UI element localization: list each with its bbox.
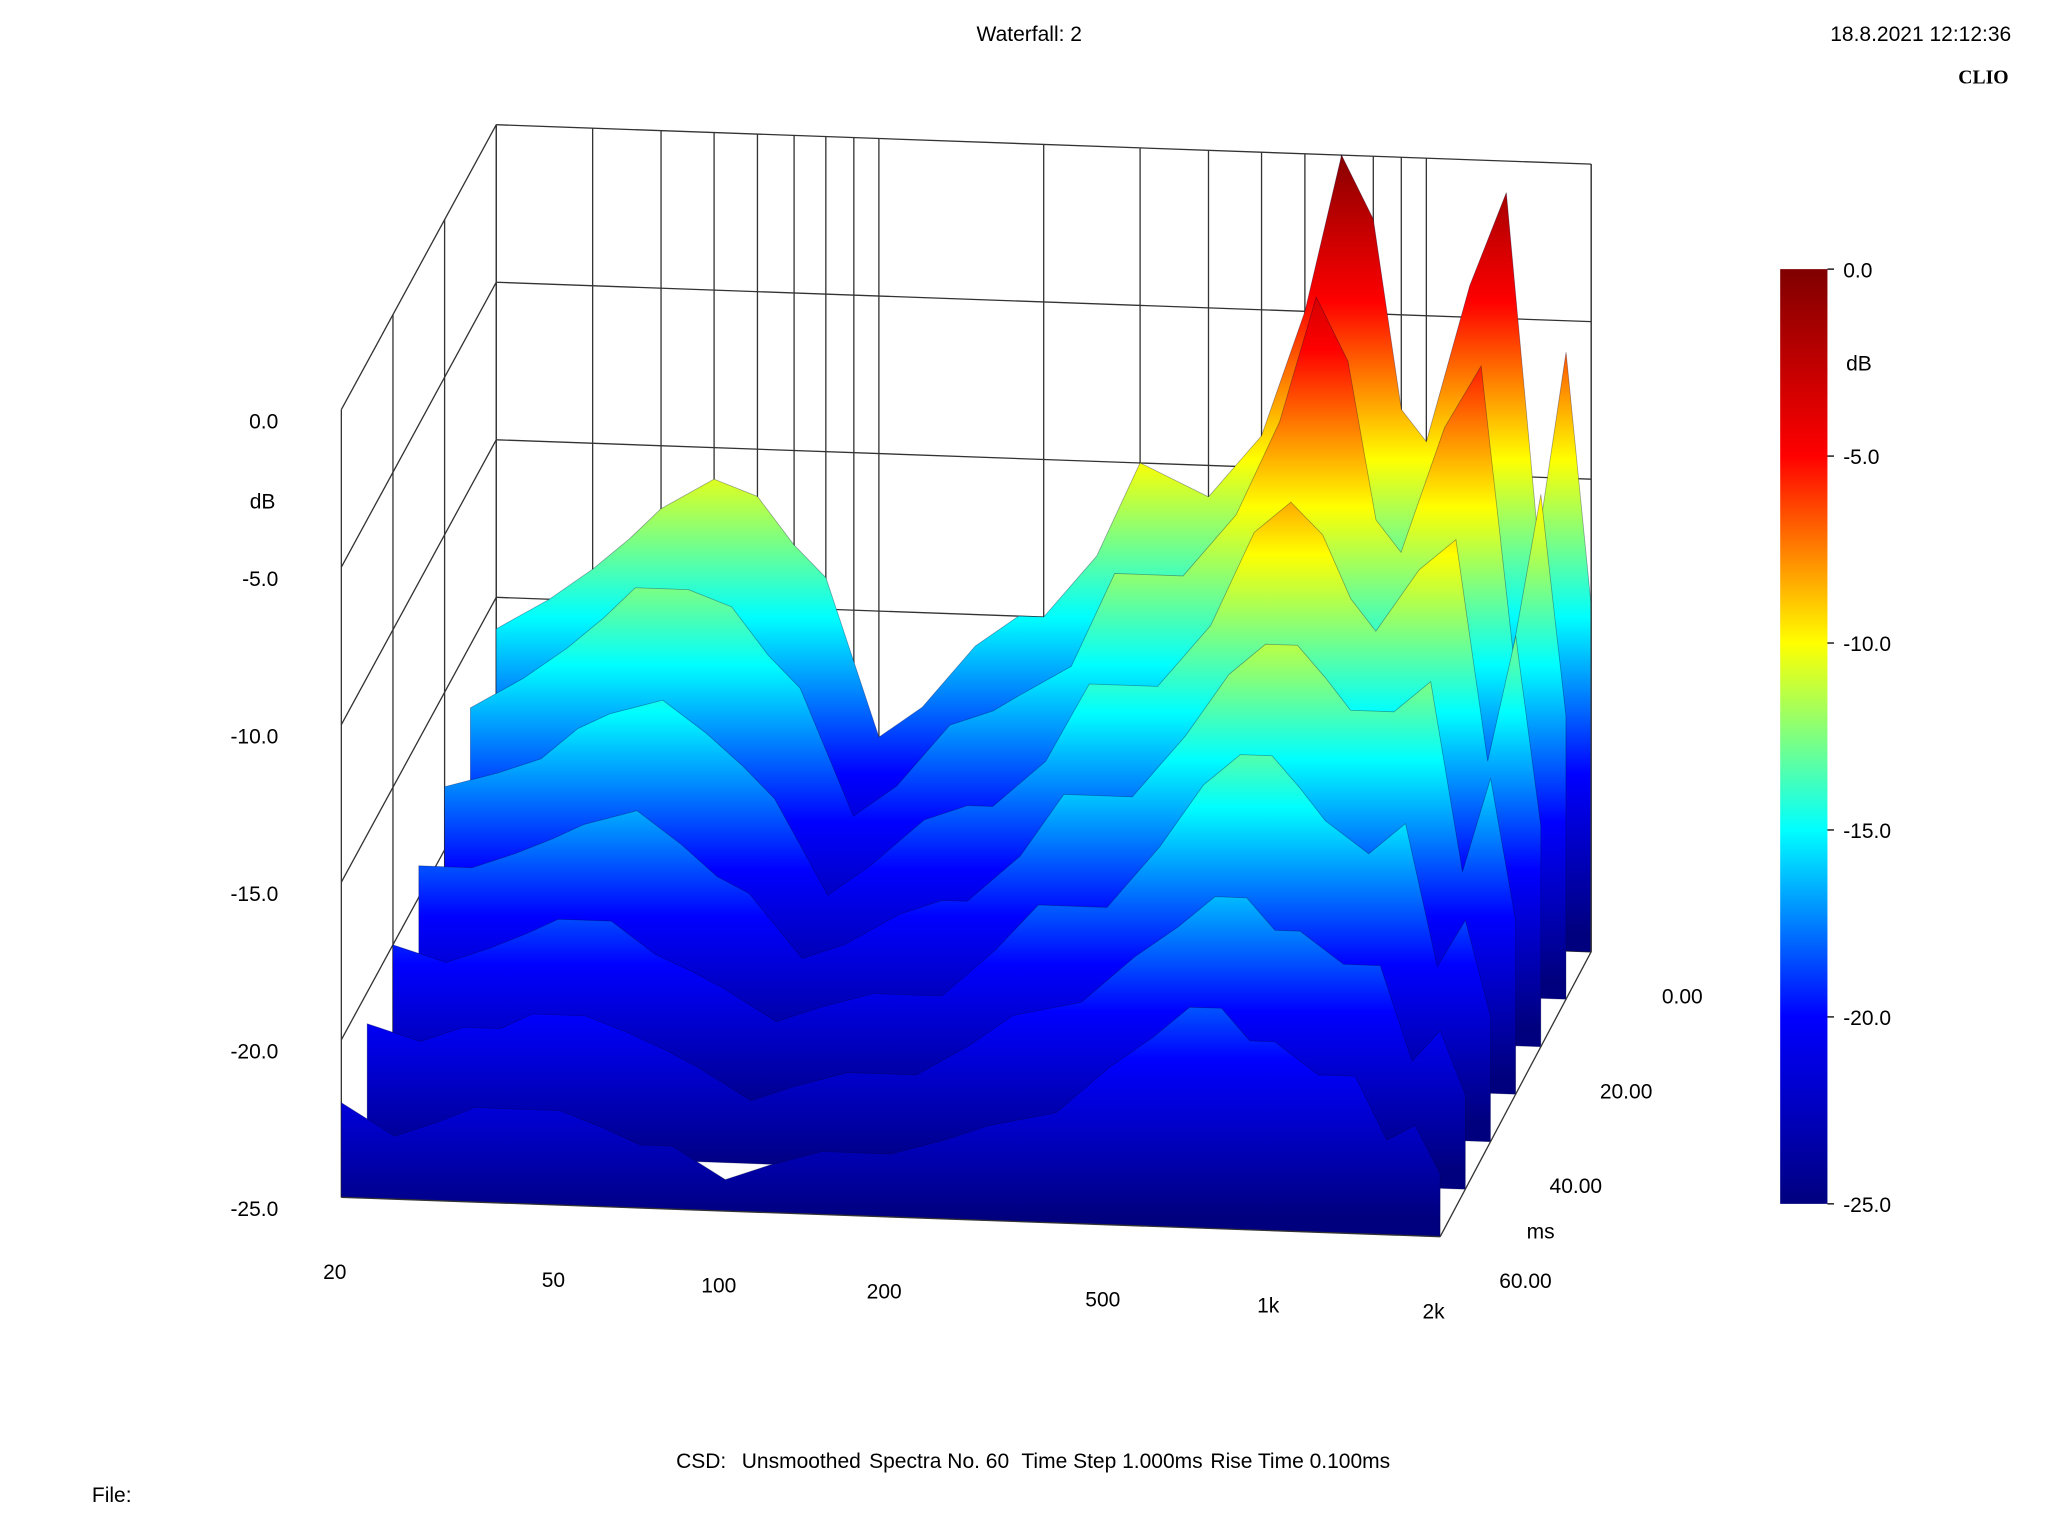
chart-title: Waterfall: 2 bbox=[977, 23, 1082, 46]
colorbar-tick-label: -5.0 bbox=[1843, 446, 1879, 469]
y-tick-label: -10.0 bbox=[230, 725, 278, 748]
y-tick-label: -25.0 bbox=[230, 1198, 278, 1221]
side-grid-line bbox=[340, 439, 497, 725]
z-tick-label: 40.00 bbox=[1550, 1175, 1603, 1198]
file-label: File: bbox=[92, 1484, 132, 1507]
x-tick-label: 1k bbox=[1257, 1294, 1280, 1317]
z-tick-label: 20.00 bbox=[1600, 1080, 1653, 1103]
side-grid-line bbox=[340, 124, 497, 410]
floor-edge bbox=[1439, 951, 1592, 1237]
colorbar-tick-label: 0.0 bbox=[1843, 259, 1872, 282]
colorbar-label: dB bbox=[1846, 353, 1872, 376]
y-tick-label: -15.0 bbox=[230, 883, 278, 906]
spectrum-slice bbox=[340, 1006, 1441, 1238]
colorbar-tick-label: -20.0 bbox=[1843, 1007, 1891, 1030]
y-tick-label: -5.0 bbox=[242, 568, 278, 591]
colorbar-tick-label: -25.0 bbox=[1843, 1194, 1891, 1217]
y-tick-label: -20.0 bbox=[230, 1040, 278, 1063]
timestamp: 18.8.2021 12:12:36 bbox=[1830, 23, 2011, 46]
footer-item: Unsmoothed bbox=[742, 1450, 861, 1473]
y-axis-label: dB bbox=[250, 490, 276, 513]
footer-item: Spectra No. 60 bbox=[869, 1450, 1009, 1473]
z-tick-label: 60.00 bbox=[1499, 1270, 1552, 1293]
colorbar bbox=[1780, 269, 1828, 1204]
x-tick-label: 100 bbox=[701, 1275, 736, 1298]
x-tick-label: 2k bbox=[1423, 1300, 1446, 1323]
brand: CLIO bbox=[1958, 66, 2008, 88]
floor-edge bbox=[341, 1196, 1441, 1238]
side-grid-line bbox=[340, 597, 497, 883]
z-tick-label: 0.00 bbox=[1662, 985, 1703, 1008]
y-tick-label: 0.0 bbox=[249, 410, 278, 433]
colorbar-tick-label: -15.0 bbox=[1843, 820, 1891, 843]
x-tick-label: 50 bbox=[542, 1269, 565, 1292]
x-tick-label: 20 bbox=[323, 1261, 346, 1284]
x-tick-label: 200 bbox=[867, 1281, 902, 1304]
footer-item: CSD: bbox=[676, 1450, 726, 1473]
footer-item: Time Step 1.000ms bbox=[1021, 1450, 1202, 1473]
z-axis-label: ms bbox=[1527, 1220, 1555, 1243]
side-grid-line bbox=[340, 281, 497, 568]
x-tick-label: 500 bbox=[1085, 1289, 1120, 1312]
colorbar-tick-label: -10.0 bbox=[1843, 633, 1891, 656]
footer-item: Rise Time 0.100ms bbox=[1210, 1450, 1390, 1473]
